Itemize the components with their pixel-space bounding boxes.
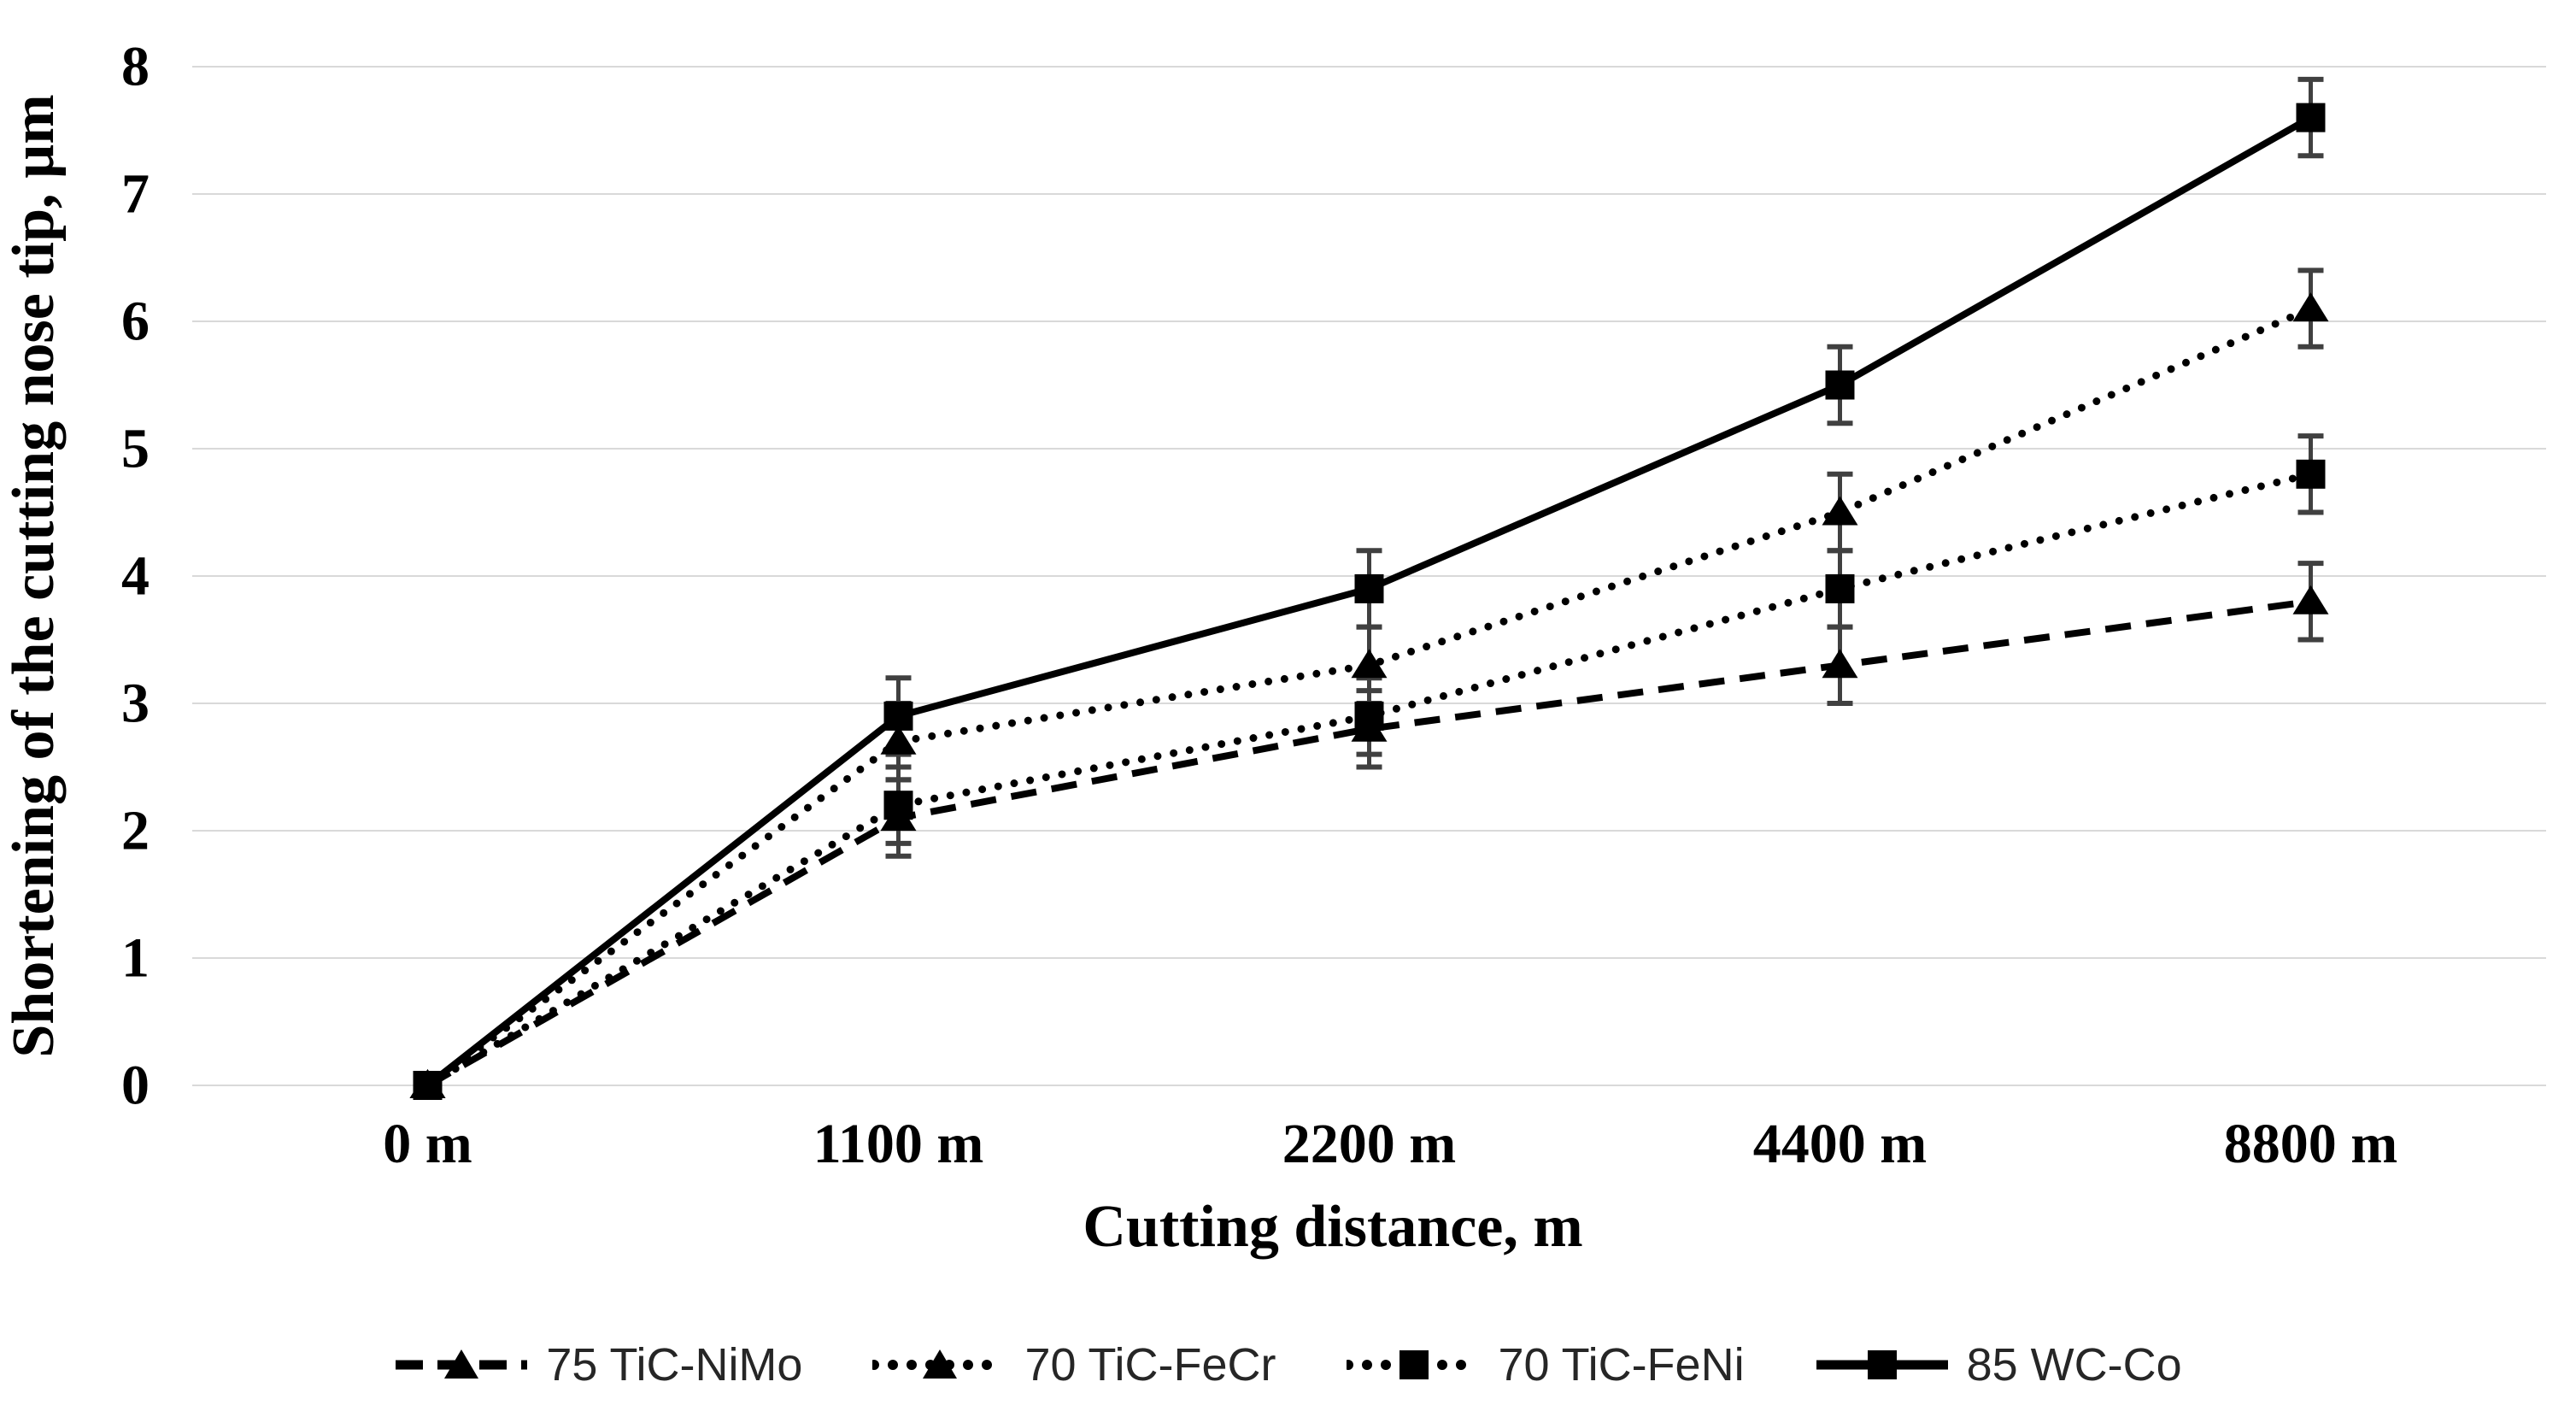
legend-label: 70 TiC-FeCr: [1024, 1339, 1276, 1390]
legend-item: 85 WC-Co: [1815, 1338, 2182, 1391]
legend-marker: [923, 1349, 958, 1379]
y-tick-label: 5: [121, 418, 150, 480]
y-axis-title: Shortening of the cutting nose tip, µm: [1, 94, 67, 1057]
legend-label: 75 TiC-NiMo: [546, 1339, 803, 1390]
legend-swatch-dotted-square: [1346, 1350, 1482, 1379]
y-tick-label: 8: [121, 36, 150, 98]
data-point-marker: [2296, 103, 2326, 132]
y-axis-tick-labels: 0 1 2 3 4 5 6 7 8: [121, 36, 150, 1117]
y-tick-label: 0: [121, 1055, 150, 1117]
data-point-marker: [413, 1071, 443, 1100]
data-point-marker: [1351, 649, 1388, 679]
data-point-marker: [2292, 585, 2329, 614]
legend-marker: [444, 1349, 479, 1379]
data-point-marker: [2292, 292, 2329, 322]
error-bars: [885, 76, 2324, 859]
y-tick-label: 7: [121, 163, 150, 226]
y-tick-label: 6: [121, 291, 150, 353]
data-point-marker: [883, 791, 913, 820]
series-line-0: [425, 597, 2312, 1089]
legend-swatch-dashed-triangle: [396, 1349, 528, 1379]
x-tick-label: 4400 m: [1753, 1113, 1927, 1175]
y-tick-label: 3: [121, 673, 150, 735]
data-point-marker: [1822, 649, 1858, 679]
y-tick-label: 2: [121, 800, 150, 862]
data-point-marker: [1825, 370, 1855, 400]
data-point-marker: [1354, 701, 1384, 731]
legend-item: 70 TiC-FeNi: [1346, 1338, 1745, 1391]
data-point-marker: [1354, 573, 1384, 603]
legend-marker: [1867, 1350, 1897, 1379]
data-point-marker: [880, 725, 917, 755]
legend-label: 85 WC-Co: [1966, 1339, 2182, 1390]
y-tick-label: 4: [121, 545, 150, 608]
x-tick-label: 8800 m: [2224, 1113, 2397, 1175]
legend-item: 70 TiC-FeCr: [872, 1338, 1276, 1391]
x-tick-label: 1100 m: [813, 1113, 984, 1175]
series-line-1: [424, 304, 2315, 1090]
legend-label: 70 TiC-FeNi: [1498, 1339, 1745, 1390]
data-point-marker: [2296, 459, 2326, 489]
data-point-marker: [1822, 496, 1858, 526]
x-axis-title: Cutting distance, m: [1083, 1194, 1582, 1260]
legend-marker: [1399, 1350, 1429, 1379]
legend-swatch-dotted-triangle: [872, 1349, 1008, 1379]
data-point-markers: [409, 103, 2329, 1100]
x-axis-tick-labels: 0 m 1100 m 2200 m 4400 m 8800 m: [383, 1113, 2397, 1175]
x-tick-label: 2200 m: [1282, 1113, 1456, 1175]
y-tick-label: 1: [121, 927, 150, 990]
legend-swatch-solid-square: [1816, 1350, 1948, 1379]
x-tick-label: 0 m: [383, 1113, 472, 1175]
legend-item: 75 TiC-NiMo: [394, 1338, 802, 1391]
chart-legend: 75 TiC-NiMo 70 TiC-FeCr 70 TiC-FeNi 85 WC-C…: [0, 1338, 2576, 1391]
data-point-marker: [883, 701, 913, 731]
data-point-marker: [1825, 573, 1855, 603]
